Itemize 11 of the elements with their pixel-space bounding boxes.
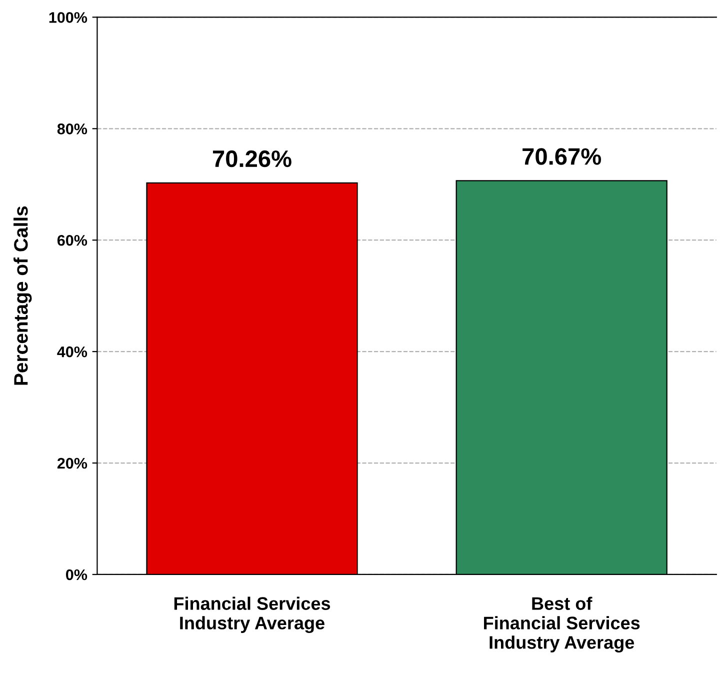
y-tick-label: 80% bbox=[57, 124, 88, 134]
data-label: 70.67% bbox=[522, 148, 602, 165]
y-tick-label: 0% bbox=[66, 569, 88, 580]
data-label: 70.26% bbox=[212, 150, 292, 168]
y-tick-label: 100% bbox=[49, 12, 88, 23]
y-tick-label: 20% bbox=[57, 458, 88, 469]
x-tick-label: Financial Services Industry Average bbox=[174, 596, 330, 634]
x-tick-label: Best of Financial Services Industry Average bbox=[484, 596, 640, 653]
y-tick-label: 40% bbox=[57, 346, 88, 358]
y-axis-title: Percentage of Calls bbox=[14, 206, 32, 385]
y-tick-label: 60% bbox=[57, 234, 88, 246]
